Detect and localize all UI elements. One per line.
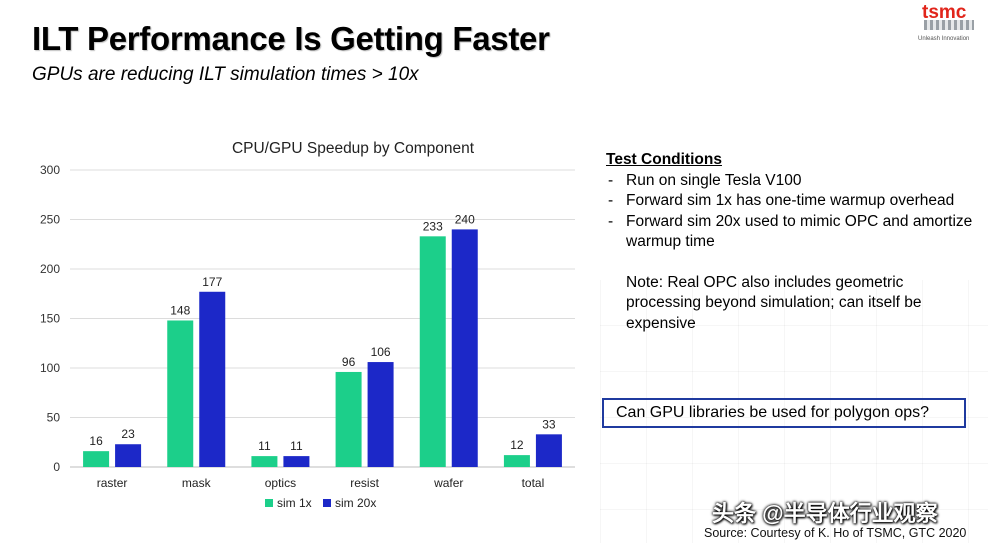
- bar-sim-20x-optics: [283, 456, 310, 467]
- chart-bars: [83, 229, 562, 467]
- data-label: 11: [290, 439, 303, 453]
- data-label: 33: [542, 417, 556, 431]
- x-tick-label: optics: [265, 476, 296, 490]
- bar-sim-20x-resist: [367, 362, 394, 467]
- chart-title: CPU/GPU Speedup by Component: [232, 140, 475, 157]
- y-axis-ticks: 0 50 100 150 200 250 300: [40, 163, 60, 474]
- speedup-chart: CPU/GPU Speedup by Component 0 50 100 150 20…: [40, 140, 575, 510]
- data-label: 96: [342, 355, 356, 369]
- data-label: 23: [121, 427, 135, 441]
- chart-legend: sim 1x sim 20x: [265, 496, 376, 510]
- test-condition-item: - Forward sim 1x has one-time warmup ove…: [606, 191, 976, 212]
- bar-sim-1x-resist: [335, 371, 362, 467]
- x-tick-label: raster: [97, 476, 128, 490]
- test-condition-text: Forward sim 1x has one-time warmup overh…: [626, 192, 955, 209]
- source-credit: Source: Courtesy of K. Ho of TSMC, GTC 2…: [704, 526, 967, 540]
- test-conditions-heading: Test Conditions: [606, 151, 722, 168]
- bullet-dash: -: [608, 171, 614, 189]
- tsmc-logo: tsmc Unleash Innovation: [918, 2, 980, 46]
- chart-data-labels: 16 23 148 177 11 11 96 106 233 240 12 33: [89, 212, 556, 453]
- slide-title: ILT Performance Is Getting Faster: [32, 20, 550, 57]
- data-label: 16: [89, 434, 103, 448]
- bar-sim-1x-total: [503, 455, 530, 467]
- bar-sim-20x-wafer: [451, 229, 478, 467]
- data-label: 11: [258, 439, 271, 453]
- slide-subtitle: GPUs are reducing ILT simulation times >…: [32, 64, 419, 85]
- logo-tagline: Unleash Innovation: [918, 36, 970, 42]
- data-label: 12: [510, 438, 524, 452]
- bar-sim-20x-total: [535, 434, 562, 467]
- logo-text: tsmc: [922, 2, 967, 23]
- opc-note: Note: Real OPC also includes geometric p…: [626, 273, 922, 332]
- test-conditions-panel: Test Conditions - Run on single Tesla V1…: [606, 150, 976, 334]
- bar-sim-1x-optics: [251, 456, 278, 467]
- bullet-dash: -: [608, 192, 614, 209]
- y-tick-label: 200: [40, 262, 60, 276]
- legend-swatch-sim-1x: [265, 499, 273, 507]
- data-label: 233: [423, 219, 443, 233]
- x-axis-ticks: raster mask optics resist wafer total: [97, 476, 545, 490]
- y-tick-label: 250: [40, 213, 60, 227]
- data-label: 148: [170, 303, 190, 317]
- x-tick-label: total: [522, 476, 545, 490]
- background-grid: [600, 280, 988, 543]
- y-tick-label: 300: [40, 163, 60, 177]
- logo-mark-icon: [924, 20, 974, 30]
- legend-label: sim 20x: [335, 496, 376, 510]
- bar-sim-1x-wafer: [419, 236, 446, 467]
- bullet-dash: -: [608, 212, 614, 230]
- test-condition-text: Forward sim 20x used to mimic OPC and am…: [626, 212, 973, 251]
- x-tick-label: mask: [182, 476, 212, 490]
- data-label: 240: [455, 212, 475, 226]
- bar-sim-20x-mask: [199, 291, 226, 467]
- data-label: 177: [202, 275, 222, 289]
- data-label: 106: [371, 345, 391, 359]
- bar-sim-1x-mask: [167, 320, 194, 467]
- x-tick-label: resist: [350, 476, 379, 490]
- test-condition-text: Run on single Tesla V100: [626, 171, 802, 189]
- chart-gridlines: [70, 169, 575, 468]
- legend-swatch-sim-20x: [323, 499, 331, 507]
- polygon-ops-question-box: Can GPU libraries be used for polygon op…: [602, 398, 966, 428]
- y-tick-label: 0: [53, 460, 60, 474]
- bar-sim-20x-raster: [115, 444, 142, 467]
- test-condition-item: - Forward sim 20x used to mimic OPC and …: [606, 212, 976, 253]
- y-tick-label: 150: [40, 312, 60, 326]
- watermark: 头条 @半导体行业观察: [712, 501, 938, 526]
- x-tick-label: wafer: [433, 476, 463, 490]
- legend-label: sim 1x: [277, 496, 312, 510]
- bar-sim-1x-raster: [83, 451, 110, 467]
- y-tick-label: 100: [40, 361, 60, 375]
- test-condition-item: - Run on single Tesla V100: [606, 171, 976, 192]
- y-tick-label: 50: [47, 411, 61, 425]
